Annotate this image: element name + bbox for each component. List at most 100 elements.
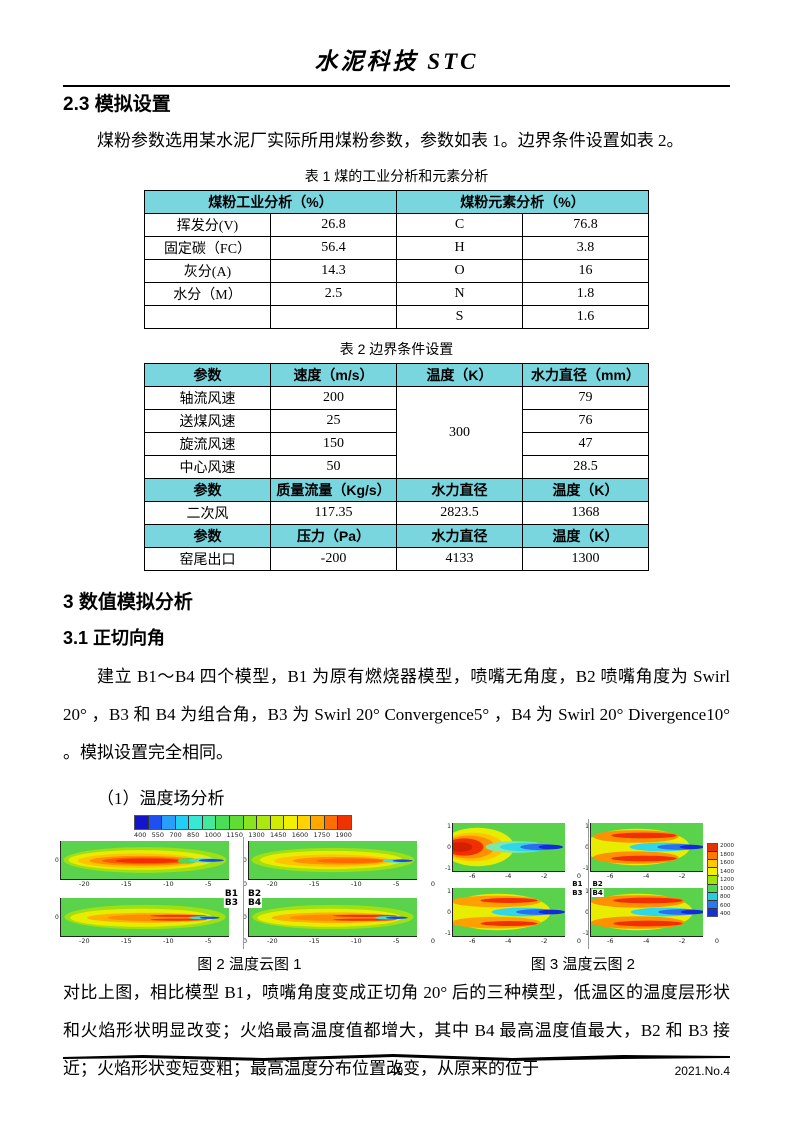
table-2-boundary-conditions: 参数 速度（m/s） 温度（K） 水力直径（mm） 轴流风速 200 300 79 送煤风速 25… <box>144 363 649 571</box>
table-cell: -200 <box>270 547 397 571</box>
contour-panel-f3b2: 1 0 -1 -6 -4 -2 0 <box>583 823 721 880</box>
tick-label: -15 <box>121 937 132 945</box>
panel-labels: B1 B2 <box>571 880 604 888</box>
table-cell: 挥发分(V) <box>144 213 271 237</box>
table-1-caption: 表 1 煤的工业分析和元素分析 <box>304 168 489 184</box>
table-header-cell: 水力直径 <box>396 478 523 502</box>
panel-label-b1: B1 <box>571 880 584 888</box>
table-header-cell: 质量流量（Kg/s） <box>270 478 397 502</box>
tick-label: 0 <box>243 914 247 921</box>
contour-plot-f2b2 <box>248 841 417 879</box>
section-2-3-heading: 2.3 模拟设置 <box>63 94 171 115</box>
table-cell: 1.8 <box>522 282 649 306</box>
panel-label-b1: B1 <box>223 889 239 900</box>
tick-label: 1000 <box>204 831 222 839</box>
table-header-cell: 温度（K） <box>522 478 649 502</box>
tick-label: -10 <box>163 937 174 945</box>
tick-label: 400 <box>720 911 731 917</box>
figure-2-temperature-contours: 400 550 700 850 1000 1150 1300 1450 1600 1750 1900… <box>55 815 435 949</box>
table-header-cell: 煤粉工业分析（%） <box>144 190 397 214</box>
table-row: 挥发分(V) 26.8 C 76.8 <box>144 213 649 237</box>
tick-label: -1 <box>583 930 589 937</box>
figure-2-colorbar: 400 550 700 850 1000 1150 1300 1450 1600 1750 1900 <box>134 815 352 839</box>
x-axis-labels: -6 -4 -2 0 <box>455 937 581 945</box>
tick-label: 0 <box>430 937 435 945</box>
table-cell: 2823.5 <box>396 501 523 525</box>
table-row: 中心风速 50 28.5 <box>144 455 649 479</box>
contour-panel-f2b1: 0 -20 -15 -10 -5 0 <box>55 841 247 888</box>
tick-label: 1 <box>447 823 451 830</box>
table-row: S 1.6 <box>144 305 649 329</box>
table-header-cell: 温度（K） <box>522 524 649 548</box>
tick-label: 1 <box>447 888 451 895</box>
panel-label-b3: B3 <box>571 888 584 897</box>
contour-panel-f2b3: 0 -20 -15 -10 -5 0 <box>55 898 247 945</box>
contour-panel-f3b4: 1 0 -1 -6 -4 -2 0 <box>582 888 721 945</box>
figure-3-caption: 图 3 温度云图 2 <box>530 956 635 973</box>
tick-label: 1 <box>585 823 589 830</box>
tick-label: -2 <box>540 872 548 880</box>
x-axis-labels: -6-4-20 <box>593 872 719 880</box>
tick-label: 1150 <box>226 831 243 839</box>
contour-plot-f3b3 <box>444 888 565 936</box>
panel-label-b2: B2 <box>591 880 604 888</box>
journal-title: 水泥科技 STC <box>314 49 479 74</box>
tick-label: -5 <box>205 880 212 888</box>
page-number: 49 <box>389 1064 404 1078</box>
table-cell: 3.8 <box>522 236 649 260</box>
table-cell: 79 <box>522 386 649 410</box>
tick-label: 1900 <box>335 831 352 839</box>
tick-label: 1 <box>585 888 589 895</box>
table-cell: C <box>396 213 523 237</box>
table-row: 窑尾出口 -200 4133 1300 <box>144 547 649 571</box>
tick-label: -2 <box>540 937 548 945</box>
panel-labels: B3 B4 <box>571 888 604 897</box>
table-cell: 28.5 <box>522 455 649 479</box>
tick-label: 1750 <box>313 831 331 839</box>
table-cell: 47 <box>522 432 649 456</box>
panel-label-b2: B2 <box>247 889 263 900</box>
tick-label: -4 <box>504 937 512 945</box>
table-header-cell: 水力直径 <box>396 524 523 548</box>
table-cell: 1368 <box>522 501 649 525</box>
panel-label-b3: B3 <box>223 898 239 909</box>
table-cell: 二次风 <box>144 501 271 525</box>
tick-label: -15 <box>121 880 132 888</box>
contour-panel-f2b2: 0 -20 -15 -10 -5 0 <box>243 841 435 888</box>
figure-captions-row: 图 2 温度云图 1 图 3 温度云图 2 <box>63 953 730 974</box>
merged-temperature-cell: 300 <box>396 386 523 479</box>
table-row: 灰分(A) 14.3 O 16 <box>144 259 649 283</box>
tick-label: 0 <box>714 937 719 945</box>
colorbar-tick-labels: 400 550 700 850 1000 1150 1300 1450 1600 1750 1900 <box>134 831 352 839</box>
tick-label: 0 <box>576 937 581 945</box>
tick-label: -4 <box>642 872 650 880</box>
table-row: 送煤风速 25 76 <box>144 409 649 433</box>
tick-label: -6 <box>469 937 476 945</box>
table-cell: 76 <box>522 409 649 433</box>
contour-plot-f3b2 <box>583 823 705 871</box>
table-cell: 中心风速 <box>144 455 271 479</box>
table-row: 轴流风速 200 300 79 <box>144 386 649 479</box>
table-header-row: 参数 压力（Pa） 水力直径 温度（K） <box>144 524 649 548</box>
section-3-1-paragraph: 建立 B1～B4 四个模型，B1 为原有燃烧器模型，喷嘴无角度，B2 喷嘴角度为… <box>63 667 730 762</box>
figure-2-panels: B1 B2 B3 B4 0 -20 -15 -10 -5 0 0 -20 -15 -10 -5 0 0 -20… <box>55 837 435 949</box>
tick-label: 1600 <box>720 860 734 866</box>
table-cell: 1.6 <box>522 305 649 329</box>
table-cell: 117.35 <box>270 501 397 525</box>
y-axis-labels: 0 <box>55 898 60 937</box>
tick-label: -1 <box>583 865 589 872</box>
tick-label: -4 <box>642 937 650 945</box>
tick-label: -20 <box>267 880 278 888</box>
closing-paragraph: 对比上图，相比模型 B1，喷嘴角度变成正切角 20° 后的三种模型，低温区的温度… <box>63 983 730 1078</box>
y-axis-labels: 0 <box>243 898 248 937</box>
figures-row: 400 550 700 850 1000 1150 1300 1450 1600 1750 1900… <box>55 815 734 949</box>
table-cell: 76.8 <box>522 213 649 237</box>
tick-label: -5 <box>393 880 400 888</box>
table-header-cell: 速度（m/s） <box>270 363 397 387</box>
page-footer: 49 2021.No.4 <box>63 1053 730 1082</box>
tick-label: 0 <box>55 914 59 921</box>
